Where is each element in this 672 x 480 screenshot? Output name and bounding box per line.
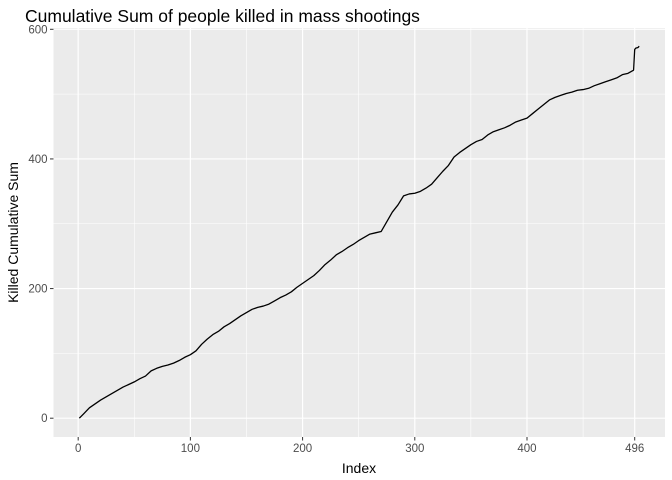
chart-title: Cumulative Sum of people killed in mass …: [25, 6, 420, 26]
y-tick-label: 400: [28, 154, 47, 166]
x-tick-label: 496: [625, 443, 644, 455]
y-tick-label: 200: [28, 284, 47, 296]
x-tick-label: 100: [181, 443, 200, 455]
axis-ticks: 0 100 200 300 400 496 0 200 400 600: [28, 24, 644, 455]
x-axis-title: Index: [342, 460, 376, 476]
y-tick-label: 600: [28, 24, 47, 36]
x-tick-label: 300: [405, 443, 424, 455]
series-line: [78, 45, 640, 419]
x-tick-label: 400: [517, 443, 536, 455]
y-tick-label: 0: [41, 413, 47, 425]
y-axis-title: Killed Cumulative Sum: [5, 162, 21, 303]
x-tick-label: 200: [293, 443, 312, 455]
x-tick-label: 0: [75, 443, 81, 455]
data-series: [78, 45, 640, 419]
gridlines: [53, 28, 665, 437]
